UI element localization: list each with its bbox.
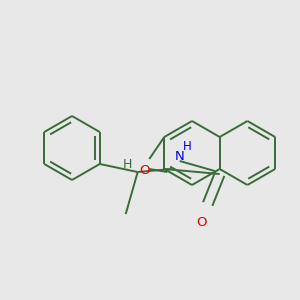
Text: O: O xyxy=(139,164,149,176)
Text: H: H xyxy=(183,140,192,154)
Text: N: N xyxy=(175,151,184,164)
Text: O: O xyxy=(196,215,207,229)
Text: H: H xyxy=(123,158,132,170)
